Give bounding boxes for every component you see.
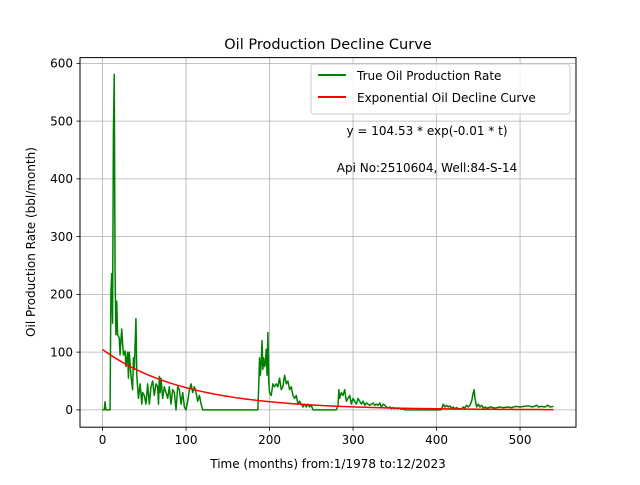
y-tick-label: 200 xyxy=(50,288,73,302)
x-tick-label: 100 xyxy=(175,433,198,447)
x-tick-label: 400 xyxy=(425,433,448,447)
x-tick-label: 200 xyxy=(258,433,281,447)
legend-box xyxy=(310,63,571,115)
grid xyxy=(80,57,576,428)
y-tick-label: 300 xyxy=(50,230,73,244)
y-tick-label: 600 xyxy=(50,57,73,71)
x-tick-label: 500 xyxy=(509,433,532,447)
x-tick-label: 300 xyxy=(342,433,365,447)
y-tick-label: 100 xyxy=(50,345,73,359)
y-tick-label: 500 xyxy=(50,114,73,128)
y-axis-label: Oil Production Rate (bbl/month) xyxy=(24,147,38,337)
series-line-decline-curve xyxy=(102,348,554,411)
fit-equation-annotation: y = 104.53 * exp(-0.01 * t) xyxy=(346,124,507,138)
x-axis-ticks: 0 100 200 300 400 500 xyxy=(99,427,532,447)
x-tick-label: 0 xyxy=(99,433,107,447)
series-layer xyxy=(102,73,554,411)
well-id-annotation: Api No:2510604, Well:84-S-14 xyxy=(337,161,517,175)
plot-frame xyxy=(79,57,577,428)
y-tick-label: 400 xyxy=(50,172,73,186)
y-axis-ticks: 0 100 200 300 400 500 600 xyxy=(50,57,80,417)
legend-label-decline-curve: Exponential Oil Decline Curve xyxy=(357,91,536,105)
legend: True Oil Production Rate Exponential Oil… xyxy=(310,63,571,115)
chart-title: Oil Production Decline Curve xyxy=(224,37,432,53)
x-axis-label: Time (months) from:1/1978 to:12/2023 xyxy=(209,457,446,471)
y-tick-label: 0 xyxy=(65,403,73,417)
series-line-true-oil-rate xyxy=(102,73,554,411)
legend-label-true-oil-rate: True Oil Production Rate xyxy=(356,69,501,83)
